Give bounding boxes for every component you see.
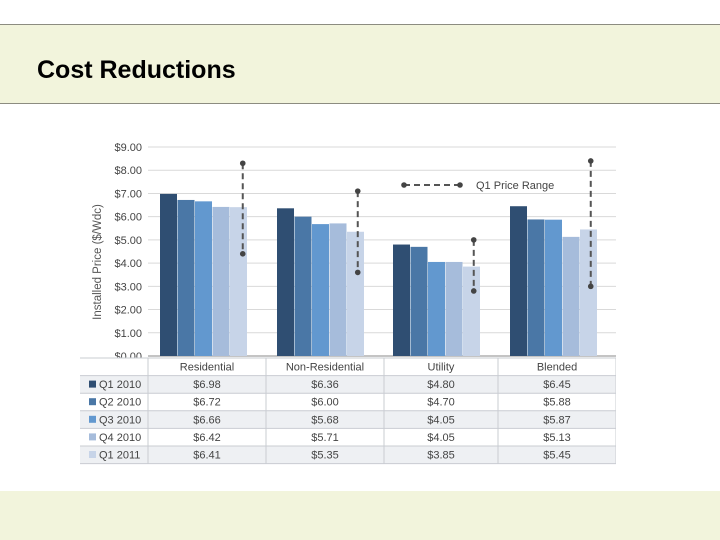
legend-swatch (89, 398, 96, 406)
bar (347, 231, 364, 356)
table-cell: $3.85 (427, 450, 455, 462)
table-series-name: Q2 2010 (99, 397, 141, 409)
bar (312, 224, 329, 356)
bar (527, 219, 545, 356)
table-cell: $4.05 (427, 414, 455, 426)
bar (410, 246, 428, 356)
range-high-marker (354, 188, 361, 194)
slide-title: Cost Reductions (37, 56, 236, 84)
table-row-bg (80, 410, 616, 429)
bar (230, 207, 247, 356)
table-header-cell: Non-Residential (286, 362, 364, 374)
range-low-marker (470, 288, 477, 294)
bar (545, 219, 562, 356)
table-cell: $4.05 (427, 432, 455, 444)
legend-swatch (89, 415, 96, 423)
table-row-bg (80, 393, 616, 411)
table-cell: $6.66 (193, 414, 221, 426)
table-cell: $6.42 (193, 432, 221, 444)
y-tick-label: $2.00 (114, 305, 142, 317)
y-axis-label: Installed Price ($/Wdc) (92, 204, 104, 320)
table-cell: $5.45 (543, 450, 571, 462)
table-cell: $6.72 (193, 397, 221, 409)
table-cell: $5.87 (543, 414, 571, 426)
range-low-marker (239, 251, 246, 257)
chart-container: $0.00 $1.00 $2.00 $3.00 $4.00 $5.00 $6.00 $7.00… (80, 130, 617, 466)
table-row-bg (80, 428, 616, 446)
table-series-name: Q1 2011 (99, 450, 140, 462)
y-tick-label: $1.00 (114, 328, 142, 340)
table-cell: $4.70 (427, 397, 455, 409)
y-tick-label: $8.00 (114, 165, 142, 177)
y-tick-label: $5.00 (114, 235, 142, 247)
bar (329, 223, 347, 356)
range-high-marker (470, 237, 477, 243)
table-series-name: Q4 2010 (99, 432, 141, 444)
table-series-name: Q1 2010 (99, 379, 141, 391)
table-cell: $6.45 (543, 379, 571, 391)
table-header-cell: Blended (537, 362, 577, 374)
table-row-bg (80, 375, 616, 394)
bar-chart: $0.00$1.00$2.00$3.00$4.00$5.00$6.00$7.00… (80, 142, 617, 465)
bar (580, 229, 597, 356)
table-header-cell: Utility (428, 362, 455, 374)
title-band (0, 24, 720, 104)
bar (562, 236, 580, 356)
y-tick-label: $7.00 (114, 188, 142, 200)
bar (428, 261, 445, 356)
range-low-marker (587, 283, 594, 290)
legend-swatch (89, 433, 96, 441)
bar (160, 193, 177, 356)
table-series-name: Q3 2010 (99, 414, 141, 426)
bar (277, 208, 294, 356)
table-cell: $4.80 (427, 379, 455, 391)
table-cell: $6.41 (193, 450, 221, 462)
range-high-marker (239, 160, 246, 167)
range-legend: Q1 Price Range (401, 180, 554, 192)
table-cell: $5.68 (311, 414, 339, 426)
legend-swatch (89, 380, 96, 388)
range-high-marker (587, 158, 594, 164)
bar (510, 206, 527, 356)
table-cell: $5.88 (543, 397, 571, 409)
legend-swatch (89, 451, 96, 458)
table-header-cell: Residential (180, 362, 234, 374)
table-cell: $6.00 (311, 397, 339, 409)
y-tick-label: $6.00 (114, 212, 142, 224)
table-cell: $5.35 (311, 450, 339, 462)
y-tick-label: $9.00 (114, 142, 142, 154)
range-legend-label: Q1 Price Range (476, 180, 554, 192)
y-tick-label: $4.00 (114, 258, 142, 270)
footer-band (0, 491, 720, 540)
bar (195, 201, 212, 356)
bar (445, 261, 463, 356)
table-row-bg (80, 446, 616, 464)
bar (177, 199, 195, 356)
table-cell: $6.98 (193, 379, 221, 391)
table-header-bg (80, 358, 616, 376)
table-cell: $5.71 (311, 432, 339, 444)
y-tick-label: $3.00 (114, 281, 142, 293)
bar (294, 216, 312, 356)
table-cell: $5.13 (543, 432, 571, 444)
table-cell: $6.36 (311, 379, 339, 391)
bar (393, 244, 410, 356)
range-low-marker (354, 269, 361, 276)
bar (212, 206, 230, 356)
bar (463, 266, 480, 356)
